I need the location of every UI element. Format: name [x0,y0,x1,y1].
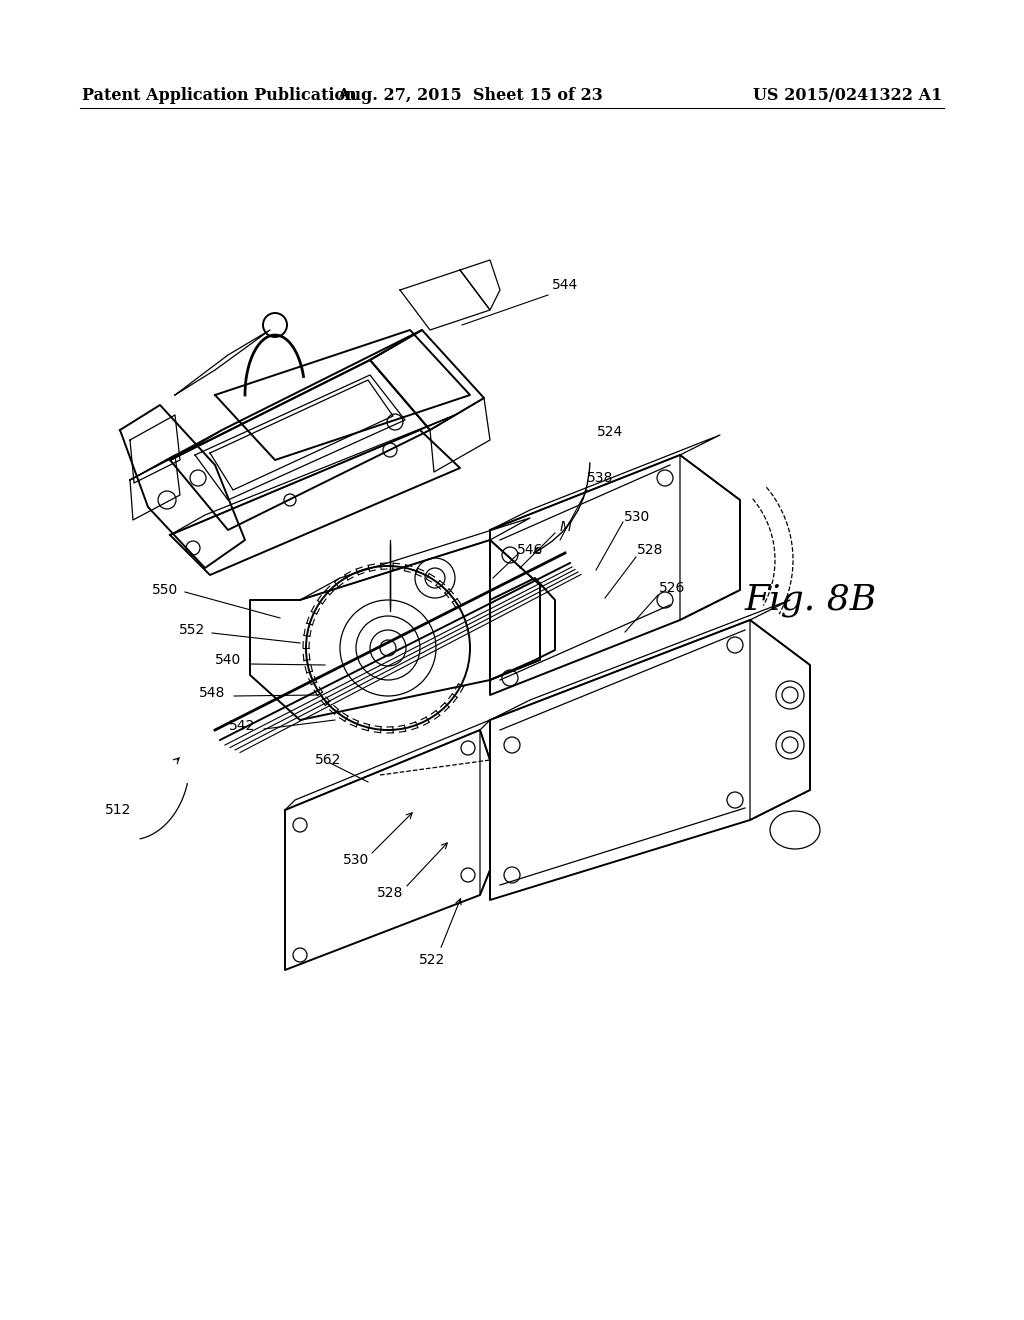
Text: 530: 530 [624,510,650,524]
Text: Aug. 27, 2015  Sheet 15 of 23: Aug. 27, 2015 Sheet 15 of 23 [337,87,603,103]
Text: 522: 522 [419,953,445,968]
Text: Patent Application Publication: Patent Application Publication [82,87,356,103]
Text: 552: 552 [179,623,205,638]
Text: 526: 526 [658,581,685,595]
Text: 550: 550 [152,583,178,597]
Text: 562: 562 [314,752,341,767]
Text: 528: 528 [637,543,664,557]
Text: 530: 530 [343,853,369,867]
Text: 512: 512 [104,803,131,817]
Text: 528: 528 [377,886,403,900]
Text: 538: 538 [587,471,613,484]
Text: US 2015/0241322 A1: US 2015/0241322 A1 [753,87,942,103]
Text: 546: 546 [517,543,543,557]
Text: Fig. 8B: Fig. 8B [745,583,878,616]
Text: 540: 540 [215,653,241,667]
Text: 548: 548 [199,686,225,700]
Text: 544: 544 [552,279,579,292]
Text: 542: 542 [229,719,255,733]
Text: M: M [560,520,572,535]
Text: 524: 524 [597,425,624,440]
